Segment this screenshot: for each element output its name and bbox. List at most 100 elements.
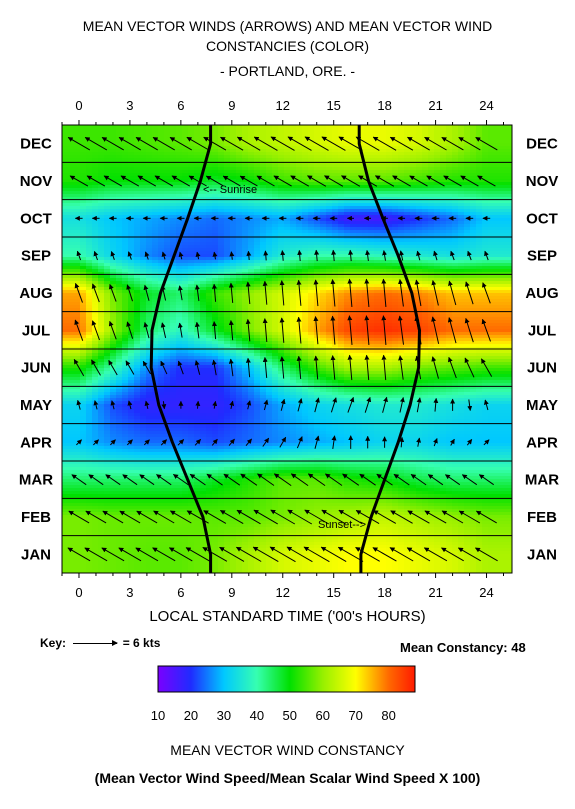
heat-cell bbox=[278, 281, 285, 285]
heat-cell bbox=[284, 152, 291, 156]
heat-cell bbox=[296, 158, 303, 162]
heat-cell bbox=[116, 242, 123, 246]
heat-cell bbox=[236, 308, 243, 312]
heat-cell bbox=[266, 128, 273, 132]
heat-cell bbox=[428, 290, 435, 294]
heat-cell bbox=[368, 299, 375, 303]
heat-cell bbox=[182, 188, 189, 192]
heat-cell bbox=[500, 191, 507, 195]
heat-cell bbox=[254, 203, 261, 207]
heat-cell bbox=[158, 314, 165, 318]
heat-cell bbox=[452, 167, 459, 171]
heat-cell bbox=[188, 299, 195, 303]
heat-cell bbox=[158, 260, 165, 264]
heat-cell bbox=[416, 203, 423, 207]
heat-cell bbox=[476, 221, 483, 225]
heat-cell bbox=[230, 167, 237, 171]
heat-cell bbox=[254, 161, 261, 165]
heat-cell bbox=[62, 317, 69, 321]
heat-cell bbox=[134, 281, 141, 285]
heat-cell bbox=[146, 140, 153, 144]
heat-cell bbox=[440, 173, 447, 177]
heat-cell bbox=[104, 131, 111, 135]
heat-cell bbox=[464, 230, 471, 234]
heat-cell bbox=[74, 311, 81, 315]
heat-cell bbox=[374, 170, 381, 174]
heat-cell bbox=[152, 203, 159, 207]
heat-cell bbox=[350, 227, 357, 231]
heat-cell bbox=[68, 221, 75, 225]
heat-cell bbox=[86, 218, 93, 222]
heat-cell bbox=[248, 203, 255, 207]
heat-cell bbox=[302, 245, 309, 249]
heat-cell bbox=[470, 137, 477, 141]
heat-cell bbox=[134, 323, 141, 327]
heat-cell bbox=[410, 272, 417, 276]
heat-cell bbox=[98, 323, 105, 327]
heat-cell bbox=[368, 200, 375, 204]
heat-cell bbox=[284, 194, 291, 198]
heat-cell bbox=[80, 146, 87, 150]
heat-cell bbox=[470, 245, 477, 249]
heat-cell bbox=[308, 320, 315, 324]
heat-cell bbox=[398, 260, 405, 264]
heat-cell bbox=[302, 236, 309, 240]
heat-cell bbox=[362, 293, 369, 297]
heat-cell bbox=[440, 179, 447, 183]
heat-cell bbox=[320, 143, 327, 147]
heat-cell bbox=[272, 161, 279, 165]
heat-cell bbox=[302, 287, 309, 291]
heat-cell bbox=[344, 227, 351, 231]
heat-cell bbox=[212, 257, 219, 261]
heat-cell bbox=[356, 224, 363, 228]
heat-cell bbox=[230, 248, 237, 252]
heat-cell bbox=[368, 206, 375, 210]
heat-cell bbox=[80, 263, 87, 267]
heat-cell bbox=[494, 293, 501, 297]
heat-cell bbox=[104, 302, 111, 306]
heat-cell bbox=[92, 164, 99, 168]
heat-cell bbox=[206, 290, 213, 294]
heat-cell bbox=[344, 260, 351, 264]
heat-cell bbox=[140, 185, 147, 189]
heat-cell bbox=[440, 311, 447, 315]
heat-cell bbox=[266, 161, 273, 165]
heat-cell bbox=[386, 221, 393, 225]
heat-cell bbox=[230, 203, 237, 207]
heat-cell bbox=[206, 203, 213, 207]
heat-cell bbox=[206, 305, 213, 309]
heat-cell bbox=[386, 170, 393, 174]
heat-cell bbox=[170, 137, 177, 141]
heat-cell bbox=[158, 257, 165, 261]
heat-cell bbox=[308, 191, 315, 195]
heat-cell bbox=[302, 206, 309, 210]
heat-cell bbox=[368, 239, 375, 243]
heat-cell bbox=[116, 293, 123, 297]
heat-cell bbox=[260, 242, 267, 246]
heat-cell bbox=[308, 182, 315, 186]
heat-cell bbox=[260, 245, 267, 249]
heat-cell bbox=[170, 167, 177, 171]
heat-cell bbox=[374, 263, 381, 267]
heat-cell bbox=[272, 266, 279, 270]
heat-cell bbox=[194, 227, 201, 231]
heat-cell bbox=[290, 263, 297, 267]
heat-cell bbox=[164, 131, 171, 135]
heat-cell bbox=[296, 128, 303, 132]
heat-cell bbox=[422, 260, 429, 264]
heat-cell bbox=[446, 125, 453, 129]
heat-cell bbox=[194, 257, 201, 261]
heat-cell bbox=[86, 173, 93, 177]
heat-cell bbox=[356, 239, 363, 243]
heat-cell bbox=[170, 206, 177, 210]
heat-cell bbox=[68, 278, 75, 282]
heat-cell bbox=[230, 299, 237, 303]
heat-cell bbox=[140, 188, 147, 192]
heat-cell bbox=[200, 221, 207, 225]
heat-cell bbox=[80, 257, 87, 261]
heat-cell bbox=[350, 149, 357, 153]
heat-cell bbox=[452, 257, 459, 261]
heat-cell bbox=[470, 170, 477, 174]
heat-cell bbox=[398, 149, 405, 153]
heat-cell bbox=[416, 209, 423, 213]
